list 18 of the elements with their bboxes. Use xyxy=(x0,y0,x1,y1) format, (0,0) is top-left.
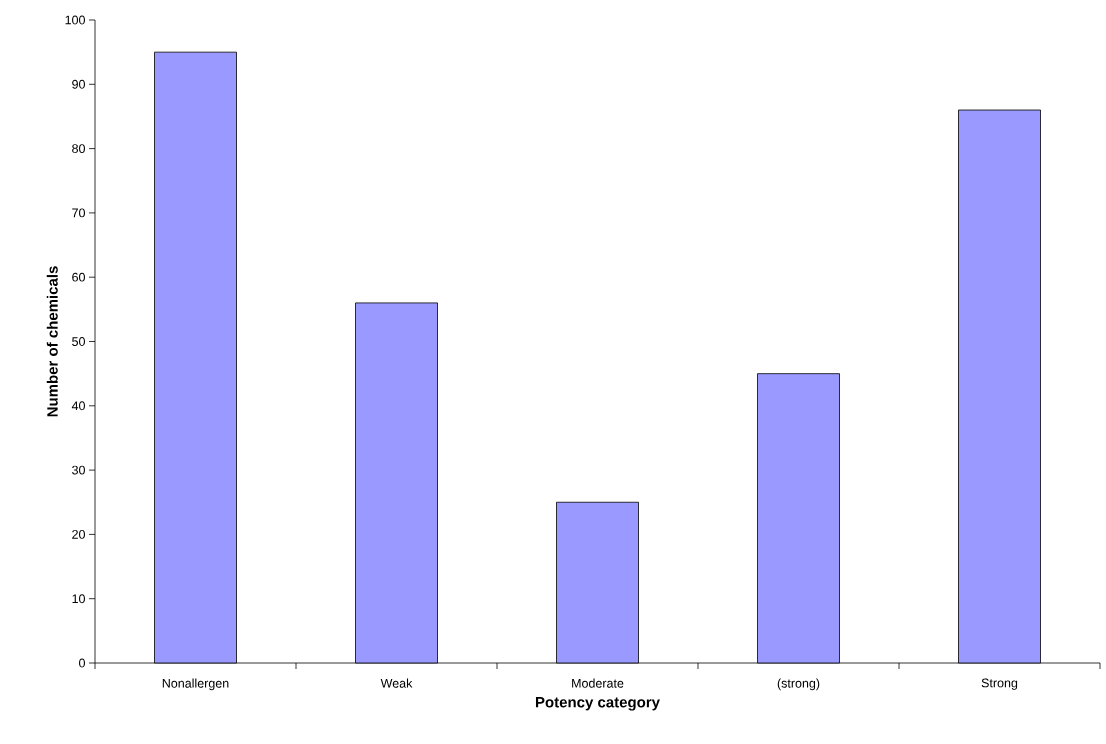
x-tick-label: (strong) xyxy=(777,678,820,691)
x-tick-label: Weak xyxy=(380,678,413,688)
y-tick-label: 40 xyxy=(71,401,85,411)
x-axis-title: Potency category xyxy=(535,697,660,711)
y-tick-label: 20 xyxy=(72,529,85,539)
y-tick-label: 80 xyxy=(72,144,85,154)
x-tick-label: Nonallergen xyxy=(162,678,229,691)
x-tick-label: Strong xyxy=(981,678,1018,690)
y-axis-title: Number of chemicals xyxy=(46,266,58,417)
x-tick-label: Moderate xyxy=(572,678,624,688)
y-tick-label: 100 xyxy=(65,15,85,25)
y-tick-label: 50 xyxy=(72,337,85,346)
y-tick-label: 0 xyxy=(79,658,85,668)
y-tick-label: 90 xyxy=(72,79,85,89)
y-tick-label: 10 xyxy=(72,594,85,604)
y-tick-label: 60 xyxy=(72,272,85,282)
y-tick-label: 70 xyxy=(72,208,85,218)
y-tick-label: 30 xyxy=(72,465,85,475)
